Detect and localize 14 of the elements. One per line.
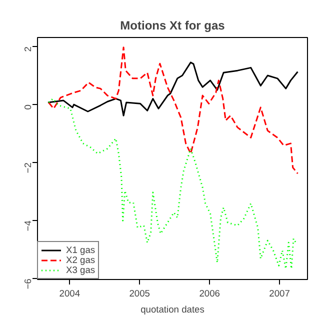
x-tick-label: 2007 — [269, 288, 290, 298]
x-axis-title: quotation dates — [140, 304, 205, 314]
chart-title: Motions Xt for gas — [120, 18, 226, 32]
legend-label: X1 gas — [66, 245, 96, 255]
legend-label: X2 gas — [66, 255, 96, 265]
x-tick-label: 2006 — [199, 288, 220, 298]
x-tick-label: 2004 — [59, 288, 80, 298]
y-tick-label: 0 — [23, 104, 33, 110]
y-tick-label: −4 — [23, 220, 33, 232]
x-tick-label: 2005 — [129, 288, 150, 298]
y-tick-label: −6 — [23, 278, 33, 290]
y-tick-label: 2 — [23, 46, 33, 52]
legend-label: X3 gas — [66, 265, 96, 275]
y-tick-label: −2 — [23, 162, 33, 174]
